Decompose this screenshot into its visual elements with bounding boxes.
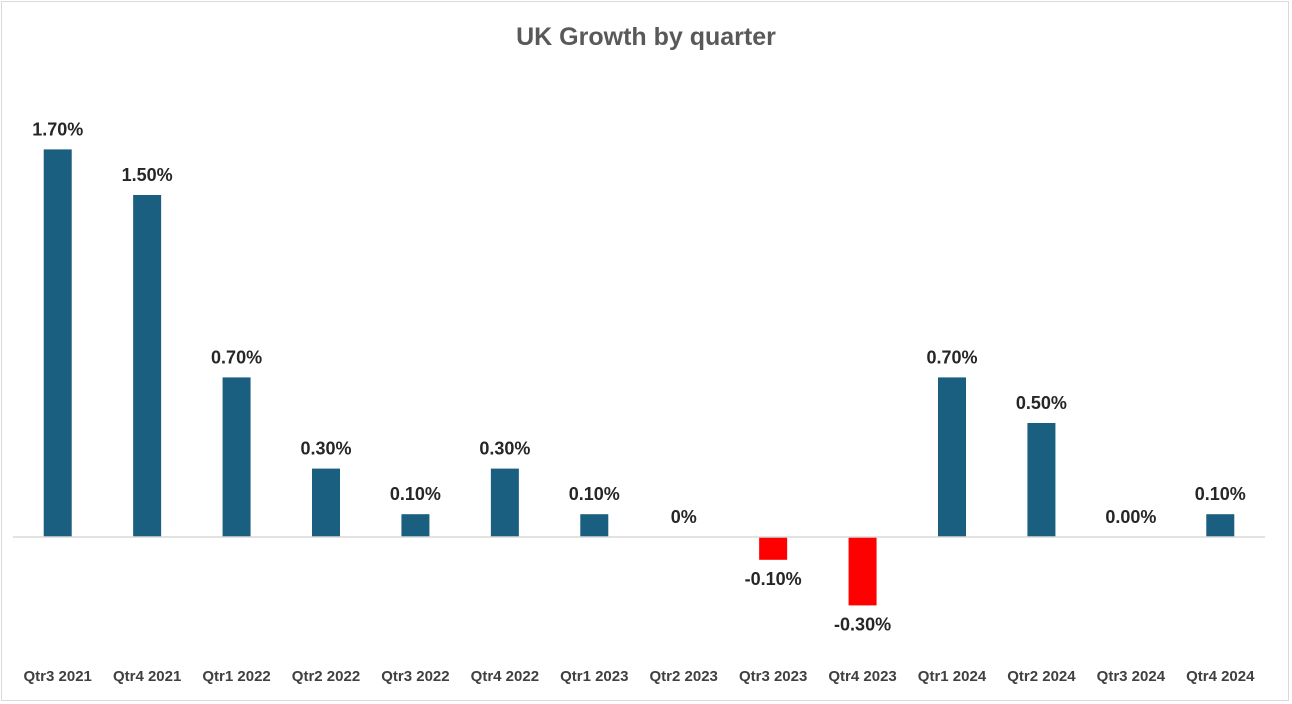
data-label: 0.10% bbox=[1195, 484, 1246, 504]
x-tick-label: Qtr4 2022 bbox=[471, 668, 539, 685]
x-tick-label: Qtr2 2022 bbox=[292, 668, 360, 685]
bar-qtr3-2021 bbox=[43, 149, 72, 537]
bar-qtr4-2022 bbox=[490, 468, 519, 537]
data-label: 0.50% bbox=[1016, 393, 1067, 413]
x-tick-label: Qtr3 2023 bbox=[739, 668, 807, 685]
data-label: -0.30% bbox=[834, 614, 891, 634]
data-label: 0.10% bbox=[390, 484, 441, 504]
data-label: 0.70% bbox=[211, 347, 262, 367]
bar-qtr4-2024 bbox=[1206, 514, 1235, 537]
data-label: 0.30% bbox=[300, 439, 351, 459]
data-label: 0.00% bbox=[1105, 507, 1156, 527]
data-labels-layer: 1.70% 1.50% 0.70% 0.30% 0.10% 0.30% 0.10% 0% -0.… bbox=[32, 119, 1246, 634]
x-tick-label: Qtr4 2023 bbox=[828, 668, 896, 685]
x-axis-tick-labels: Qtr3 2021 Qtr4 2021 Qtr1 2022 Qtr2 2022 Qtr3… bbox=[24, 668, 1256, 685]
x-tick-label: Qtr3 2022 bbox=[381, 668, 449, 685]
data-label: 0.10% bbox=[569, 484, 620, 504]
data-label: -0.10% bbox=[745, 569, 802, 589]
x-tick-label: Qtr2 2023 bbox=[650, 668, 718, 685]
x-tick-label: Qtr4 2021 bbox=[113, 668, 181, 685]
x-tick-label: Qtr4 2024 bbox=[1186, 668, 1255, 685]
x-tick-label: Qtr1 2023 bbox=[560, 668, 628, 685]
data-label: 0.30% bbox=[479, 439, 530, 459]
data-label: 1.70% bbox=[32, 119, 83, 139]
bar-qtr3-2023 bbox=[759, 537, 788, 560]
bar-qtr2-2022 bbox=[312, 468, 340, 537]
data-label: 0% bbox=[671, 507, 697, 527]
bar-qtr1-2023 bbox=[580, 514, 609, 537]
x-tick-label: Qtr3 2024 bbox=[1097, 668, 1166, 685]
bar-qtr2-2024 bbox=[1027, 423, 1056, 537]
x-tick-label: Qtr3 2021 bbox=[24, 668, 92, 685]
bar-qtr4-2021 bbox=[133, 195, 162, 537]
bar-qtr1-2022 bbox=[222, 377, 251, 537]
chart-title: UK Growth by quarter bbox=[516, 23, 776, 51]
data-label: 0.70% bbox=[926, 347, 977, 367]
bar-qtr3-2022 bbox=[401, 514, 430, 537]
bar-qtr1-2024 bbox=[938, 377, 966, 537]
x-tick-label: Qtr2 2024 bbox=[1007, 668, 1076, 685]
x-tick-label: Qtr1 2024 bbox=[918, 668, 987, 685]
data-label: 1.50% bbox=[122, 165, 173, 185]
bars-layer bbox=[43, 149, 1235, 606]
bar-qtr4-2023 bbox=[848, 537, 877, 606]
x-tick-label: Qtr1 2022 bbox=[202, 668, 270, 685]
